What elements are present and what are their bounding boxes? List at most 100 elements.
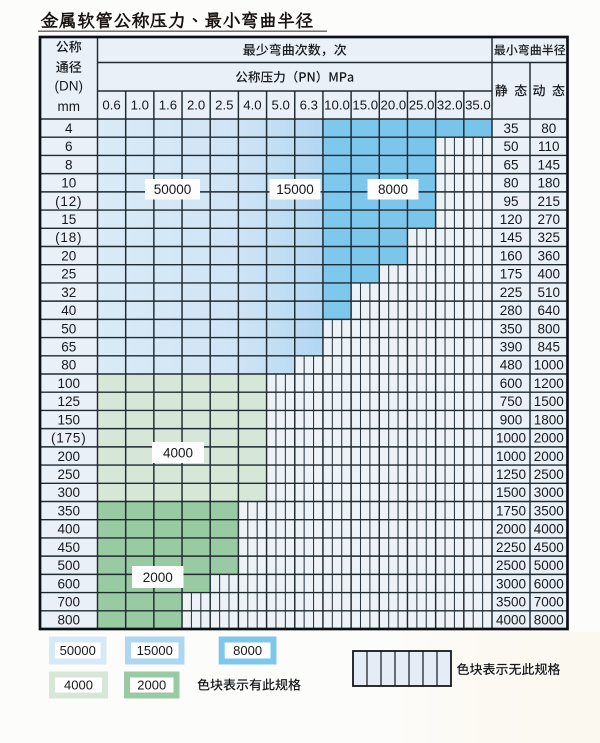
svg-text:215: 215 [537, 194, 560, 209]
svg-text:10: 10 [61, 176, 76, 191]
svg-text:2000: 2000 [534, 431, 564, 446]
svg-text:8: 8 [65, 157, 73, 172]
svg-text:10.0: 10.0 [324, 98, 350, 113]
svg-text:95: 95 [503, 194, 518, 209]
svg-text:25.0: 25.0 [409, 98, 435, 113]
svg-text:510: 510 [537, 285, 560, 300]
svg-text:25: 25 [61, 267, 76, 282]
svg-text:2250: 2250 [496, 540, 526, 555]
svg-text:150: 150 [57, 412, 80, 427]
svg-text:4000: 4000 [496, 613, 526, 628]
svg-text:1500: 1500 [496, 485, 526, 500]
svg-text:7000: 7000 [534, 594, 564, 609]
svg-text:280: 280 [500, 303, 523, 318]
svg-text:3500: 3500 [496, 594, 526, 609]
svg-text:250: 250 [57, 467, 80, 482]
svg-text:270: 270 [537, 212, 560, 227]
svg-text:480: 480 [500, 358, 523, 373]
svg-text:8000: 8000 [378, 182, 408, 197]
svg-text:2000: 2000 [143, 570, 173, 585]
svg-text:500: 500 [57, 558, 80, 573]
svg-text:180: 180 [537, 176, 560, 191]
svg-text:700: 700 [57, 594, 80, 609]
svg-text:4500: 4500 [534, 540, 564, 555]
svg-text:6: 6 [65, 139, 73, 154]
svg-text:8000: 8000 [534, 613, 564, 628]
svg-text:(DN): (DN) [55, 79, 84, 94]
svg-text:120: 120 [500, 212, 523, 227]
svg-text:6000: 6000 [534, 576, 564, 591]
svg-text:800: 800 [537, 321, 560, 336]
svg-text:4: 4 [65, 121, 73, 136]
svg-text:20.0: 20.0 [381, 98, 407, 113]
svg-text:3000: 3000 [496, 576, 526, 591]
svg-text:360: 360 [537, 248, 560, 263]
svg-text:15000: 15000 [276, 182, 314, 197]
svg-text:225: 225 [500, 285, 523, 300]
svg-text:1000: 1000 [534, 358, 564, 373]
svg-text:32: 32 [61, 285, 76, 300]
svg-text:4000: 4000 [534, 522, 564, 537]
svg-text:2.5: 2.5 [215, 98, 233, 113]
svg-text:175: 175 [500, 267, 523, 282]
svg-text:200: 200 [57, 449, 80, 464]
svg-text:1.6: 1.6 [159, 98, 177, 113]
svg-text:65: 65 [503, 157, 518, 172]
svg-text:450: 450 [57, 540, 80, 555]
svg-text:32.0: 32.0 [437, 98, 463, 113]
svg-text:300: 300 [57, 485, 80, 500]
svg-text:145: 145 [500, 230, 523, 245]
svg-text:20: 20 [61, 248, 76, 263]
svg-text:1800: 1800 [534, 412, 564, 427]
svg-text:5000: 5000 [534, 558, 564, 573]
svg-text:1750: 1750 [496, 503, 526, 518]
svg-text:1.0: 1.0 [131, 98, 149, 113]
svg-text:35.0: 35.0 [465, 98, 491, 113]
svg-text:3500: 3500 [534, 503, 564, 518]
svg-text:15.0: 15.0 [352, 98, 378, 113]
svg-text:1000: 1000 [496, 449, 526, 464]
svg-text:50000: 50000 [60, 643, 96, 658]
svg-text:8000: 8000 [233, 643, 262, 658]
svg-text:80: 80 [61, 358, 76, 373]
svg-text:145: 145 [537, 157, 560, 172]
svg-text:2.0: 2.0 [187, 98, 205, 113]
svg-text:350: 350 [57, 503, 80, 518]
svg-text:400: 400 [537, 267, 560, 282]
svg-text:50: 50 [503, 139, 518, 154]
svg-text:350: 350 [500, 321, 523, 336]
svg-text:mm: mm [58, 99, 81, 114]
svg-text:0.6: 0.6 [102, 98, 120, 113]
svg-text:35: 35 [503, 121, 518, 136]
svg-text:845: 845 [537, 339, 560, 354]
svg-text:3000: 3000 [534, 485, 564, 500]
svg-text:(175): (175) [51, 431, 87, 446]
svg-text:640: 640 [537, 303, 560, 318]
svg-text:1200: 1200 [534, 376, 564, 391]
svg-text:400: 400 [57, 522, 80, 537]
svg-text:4.0: 4.0 [243, 98, 261, 113]
svg-text:4000: 4000 [64, 678, 93, 693]
svg-text:800: 800 [57, 613, 80, 628]
svg-text:40: 40 [61, 303, 76, 318]
svg-text:160: 160 [500, 248, 523, 263]
svg-text:(18): (18) [55, 230, 82, 245]
svg-text:15: 15 [61, 212, 76, 227]
svg-text:125: 125 [57, 394, 80, 409]
svg-text:2500: 2500 [534, 467, 564, 482]
svg-text:1250: 1250 [496, 467, 526, 482]
svg-text:900: 900 [500, 412, 523, 427]
svg-text:80: 80 [503, 176, 518, 191]
svg-text:5.0: 5.0 [271, 98, 289, 113]
svg-text:600: 600 [57, 576, 80, 591]
svg-text:1500: 1500 [534, 394, 564, 409]
svg-text:2000: 2000 [496, 522, 526, 537]
svg-text:110: 110 [538, 139, 560, 154]
svg-text:(12): (12) [55, 194, 82, 209]
svg-text:325: 325 [537, 230, 560, 245]
svg-text:50000: 50000 [154, 182, 192, 197]
svg-text:2000: 2000 [137, 678, 166, 693]
svg-text:100: 100 [57, 376, 80, 391]
svg-text:4000: 4000 [163, 445, 193, 460]
svg-text:80: 80 [541, 121, 556, 136]
